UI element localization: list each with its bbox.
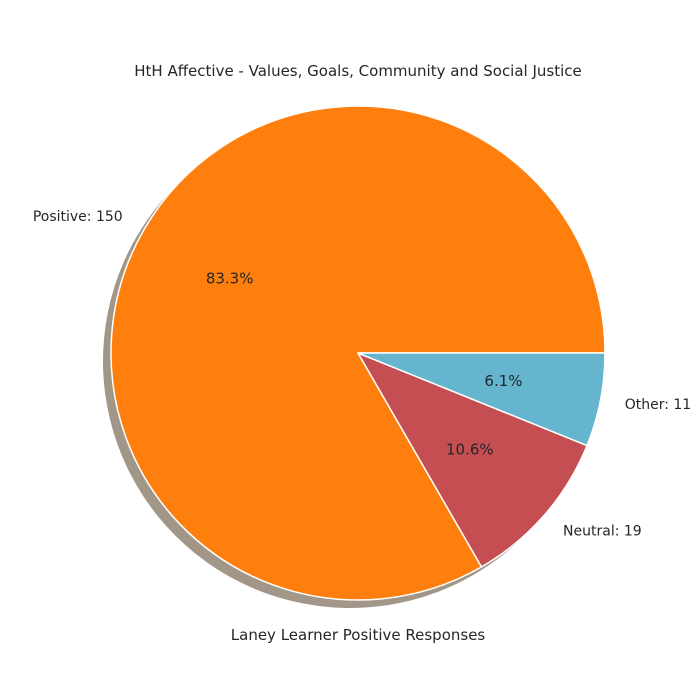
chart-title: HtH Affective - Values, Goals, Community… (134, 62, 582, 80)
slice-label-positive: Positive: 150 (33, 209, 123, 225)
pie-slices (110, 105, 606, 601)
percent-label-other: 6.1% (484, 372, 522, 390)
slice-label-other: Other: 11 (625, 397, 692, 413)
pie-slice-neutral (357, 352, 588, 568)
pie-slice-positive (110, 105, 606, 601)
x-axis-label: Laney Learner Positive Responses (231, 626, 486, 644)
slice-label-neutral: Neutral: 19 (563, 523, 642, 539)
pie-labels: Positive: 150 83.3% Neutral: 19 10.6% Other:… (33, 209, 691, 539)
percent-label-neutral: 10.6% (446, 441, 494, 459)
percent-label-positive: 83.3% (206, 269, 254, 287)
pie-slice-other (357, 352, 606, 447)
